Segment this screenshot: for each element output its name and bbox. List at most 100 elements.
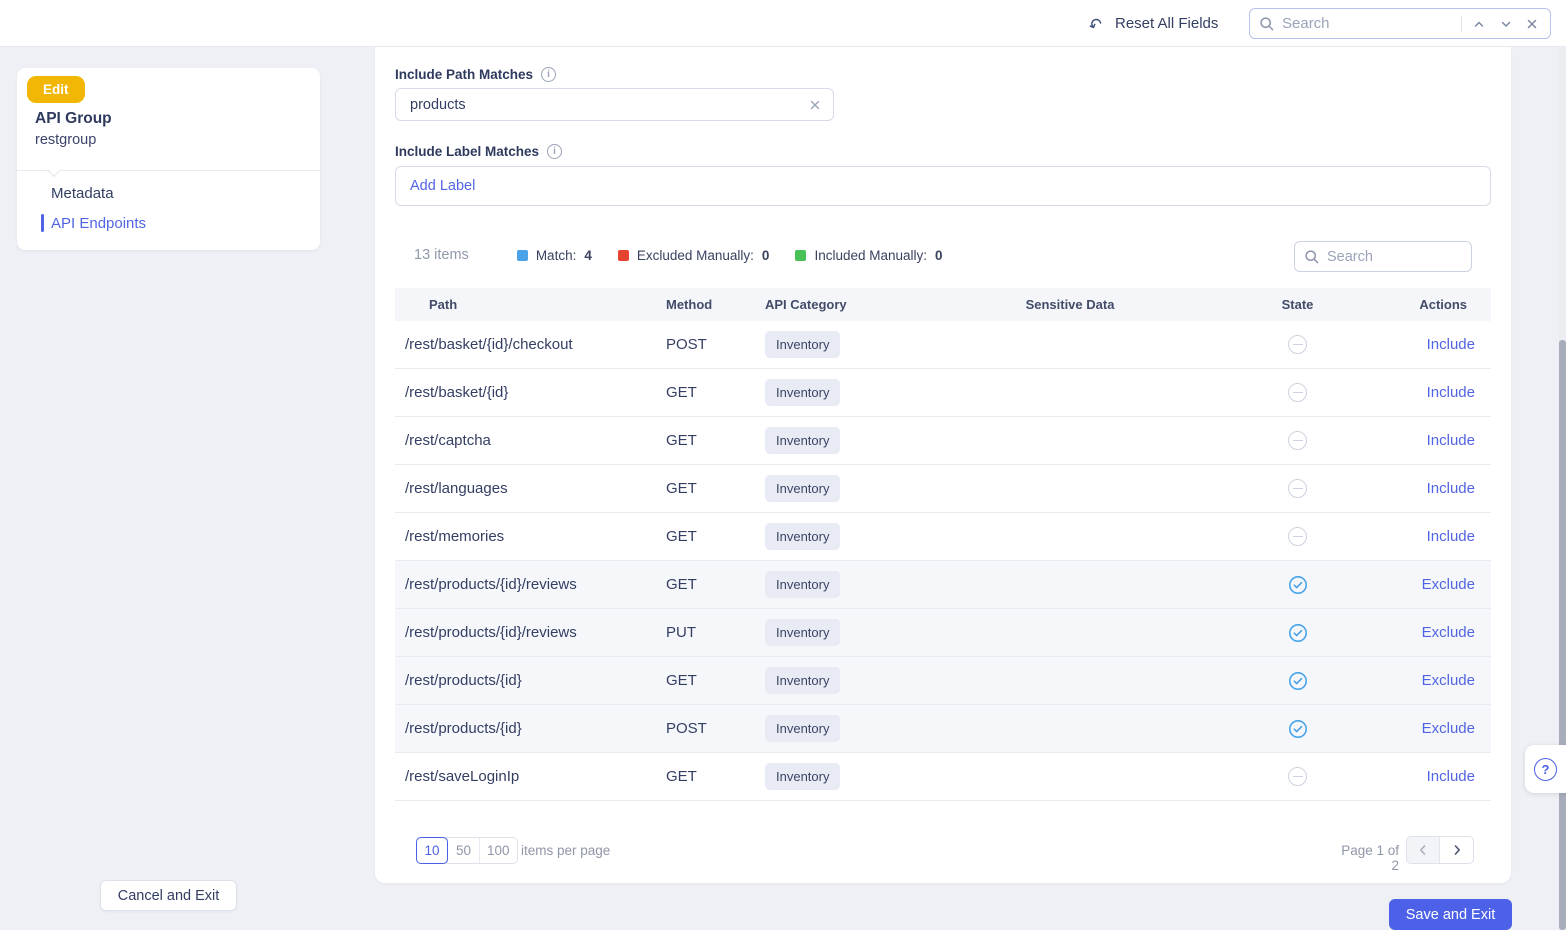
- page-size-option[interactable]: 100: [479, 838, 517, 863]
- sidebar-nav: Metadata API Endpoints: [17, 178, 320, 238]
- next-page-button[interactable]: [1440, 837, 1473, 863]
- legend-label: Included Manually:: [814, 247, 928, 263]
- clear-path-match-icon[interactable]: [809, 99, 821, 111]
- table-row: /rest/products/{id} POST Inventory Exclu…: [395, 705, 1491, 753]
- api-category-badge: Inventory: [765, 763, 841, 790]
- minus-circle-icon: [1288, 767, 1307, 786]
- reset-all-fields-button[interactable]: Reset All Fields: [1088, 0, 1218, 47]
- endpoint-method: GET: [666, 576, 697, 593]
- table-search-box: [1294, 241, 1472, 272]
- global-search-box: [1249, 8, 1551, 39]
- api-category-badge: Inventory: [765, 715, 841, 742]
- field-label-text: Include Path Matches: [395, 67, 534, 82]
- help-button[interactable]: ?: [1525, 745, 1566, 793]
- table-row: /rest/products/{id} GET Inventory Exclud…: [395, 657, 1491, 705]
- minus-circle-icon: [1288, 383, 1307, 402]
- save-and-exit-button[interactable]: Save and Exit: [1389, 899, 1512, 930]
- legend-item: Match: 4: [516, 247, 592, 263]
- endpoint-path: /rest/basket/{id}/checkout: [405, 336, 573, 353]
- collapse-notch-icon: [46, 162, 62, 178]
- legend-label: Excluded Manually:: [636, 247, 754, 263]
- row-action-link[interactable]: Include: [1426, 480, 1475, 497]
- row-action-link[interactable]: Include: [1426, 336, 1475, 353]
- row-action-link[interactable]: Include: [1426, 768, 1475, 785]
- sidebar-item-label: API Endpoints: [51, 214, 147, 232]
- row-action-link[interactable]: Include: [1426, 384, 1475, 401]
- table-row: /rest/saveLoginIp GET Inventory Include: [395, 753, 1491, 801]
- minus-circle-icon: [1288, 527, 1307, 546]
- endpoint-method: GET: [666, 384, 697, 401]
- row-action-link[interactable]: Include: [1426, 528, 1475, 545]
- table-row: /rest/basket/{id}/checkout POST Inventor…: [395, 321, 1491, 369]
- table-row: /rest/basket/{id} GET Inventory Include: [395, 369, 1491, 417]
- endpoints-table: Path Method API Category Sensitive Data Stat…: [395, 288, 1491, 801]
- row-action-link[interactable]: Exclude: [1421, 624, 1475, 641]
- scrollbar-thumb[interactable]: [1559, 340, 1566, 930]
- api-category-badge: Inventory: [765, 427, 841, 454]
- endpoint-path: /rest/languages: [405, 480, 508, 497]
- panel-title: API Group: [35, 110, 112, 127]
- page-info: Page 1 of 2: [1341, 843, 1399, 873]
- api-category-badge: Inventory: [765, 523, 841, 550]
- endpoint-method: GET: [666, 768, 697, 785]
- page-size-option[interactable]: 10: [416, 837, 448, 864]
- legend-value: 0: [935, 247, 943, 263]
- add-label-text: Add Label: [410, 178, 476, 194]
- endpoint-method: GET: [666, 672, 697, 689]
- row-action-link[interactable]: Exclude: [1421, 672, 1475, 689]
- sidebar-nav-item[interactable]: API Endpoints: [17, 208, 320, 238]
- legend-value: 0: [761, 247, 770, 263]
- path-match-chip: [395, 88, 834, 121]
- api-category-badge: Inventory: [765, 475, 841, 502]
- previous-page-button[interactable]: [1407, 837, 1440, 863]
- endpoint-path: /rest/captcha: [405, 432, 491, 449]
- endpoint-method: PUT: [666, 624, 696, 641]
- endpoint-path: /rest/basket/{id}: [405, 384, 509, 401]
- chevron-up-icon[interactable]: [1469, 18, 1489, 30]
- chevron-down-icon[interactable]: [1496, 18, 1516, 30]
- page-size-option[interactable]: 50: [447, 838, 479, 863]
- row-action-link[interactable]: Include: [1426, 432, 1475, 449]
- check-circle-icon: [1288, 623, 1308, 643]
- add-label-input[interactable]: Add Label: [395, 166, 1491, 206]
- table-row: /rest/products/{id}/reviews GET Inventor…: [395, 561, 1491, 609]
- row-action-link[interactable]: Exclude: [1421, 720, 1475, 737]
- cancel-and-exit-button[interactable]: Cancel and Exit: [100, 880, 237, 911]
- minus-circle-icon: [1288, 431, 1307, 450]
- endpoint-path: /rest/memories: [405, 528, 505, 545]
- sidebar-nav-item[interactable]: Metadata: [17, 178, 320, 208]
- page-size-selector: 10 50 100: [416, 837, 518, 864]
- info-icon[interactable]: i: [547, 144, 563, 159]
- legend-value: 4: [584, 247, 592, 263]
- endpoint-path: /rest/products/{id}: [405, 720, 522, 737]
- api-category-badge: Inventory: [765, 331, 841, 358]
- legend-item: Included Manually: 0: [795, 247, 943, 263]
- api-category-badge: Inventory: [765, 667, 841, 694]
- legend-swatch: [795, 249, 807, 261]
- sidebar-item-label: Metadata: [51, 184, 114, 202]
- legend-swatch: [516, 249, 528, 261]
- table-summary-row: 13 items Match: 4 Excluded Manually: 0 I…: [414, 247, 943, 263]
- close-icon[interactable]: [1523, 18, 1541, 30]
- check-circle-icon: [1288, 719, 1308, 739]
- endpoint-path: /rest/saveLoginIp: [405, 768, 520, 785]
- items-count: 13 items: [414, 247, 469, 263]
- save-button-label: Save and Exit: [1405, 906, 1496, 923]
- table-search-input[interactable]: [1327, 248, 1462, 265]
- path-match-input[interactable]: [410, 96, 809, 113]
- legend-swatch: [617, 249, 629, 261]
- endpoint-path: /rest/products/{id}: [405, 672, 522, 689]
- endpoint-method: POST: [666, 336, 707, 353]
- field-label-text: Include Label Matches: [395, 144, 540, 159]
- global-search-input[interactable]: [1282, 15, 1454, 32]
- legend-item: Excluded Manually: 0: [617, 247, 770, 263]
- help-icon: ?: [1534, 757, 1557, 781]
- api-category-badge: Inventory: [765, 619, 841, 646]
- row-action-link[interactable]: Exclude: [1421, 576, 1475, 593]
- api-group-panel: Edit API Group restgroup Metadata API En…: [17, 68, 320, 250]
- undo-icon: [1088, 15, 1106, 33]
- api-endpoints-section: Include Path Matches i Include Label Mat…: [375, 47, 1511, 883]
- table-row: /rest/languages GET Inventory Include: [395, 465, 1491, 513]
- info-icon[interactable]: i: [541, 67, 557, 82]
- pagination-controls: [1406, 836, 1474, 864]
